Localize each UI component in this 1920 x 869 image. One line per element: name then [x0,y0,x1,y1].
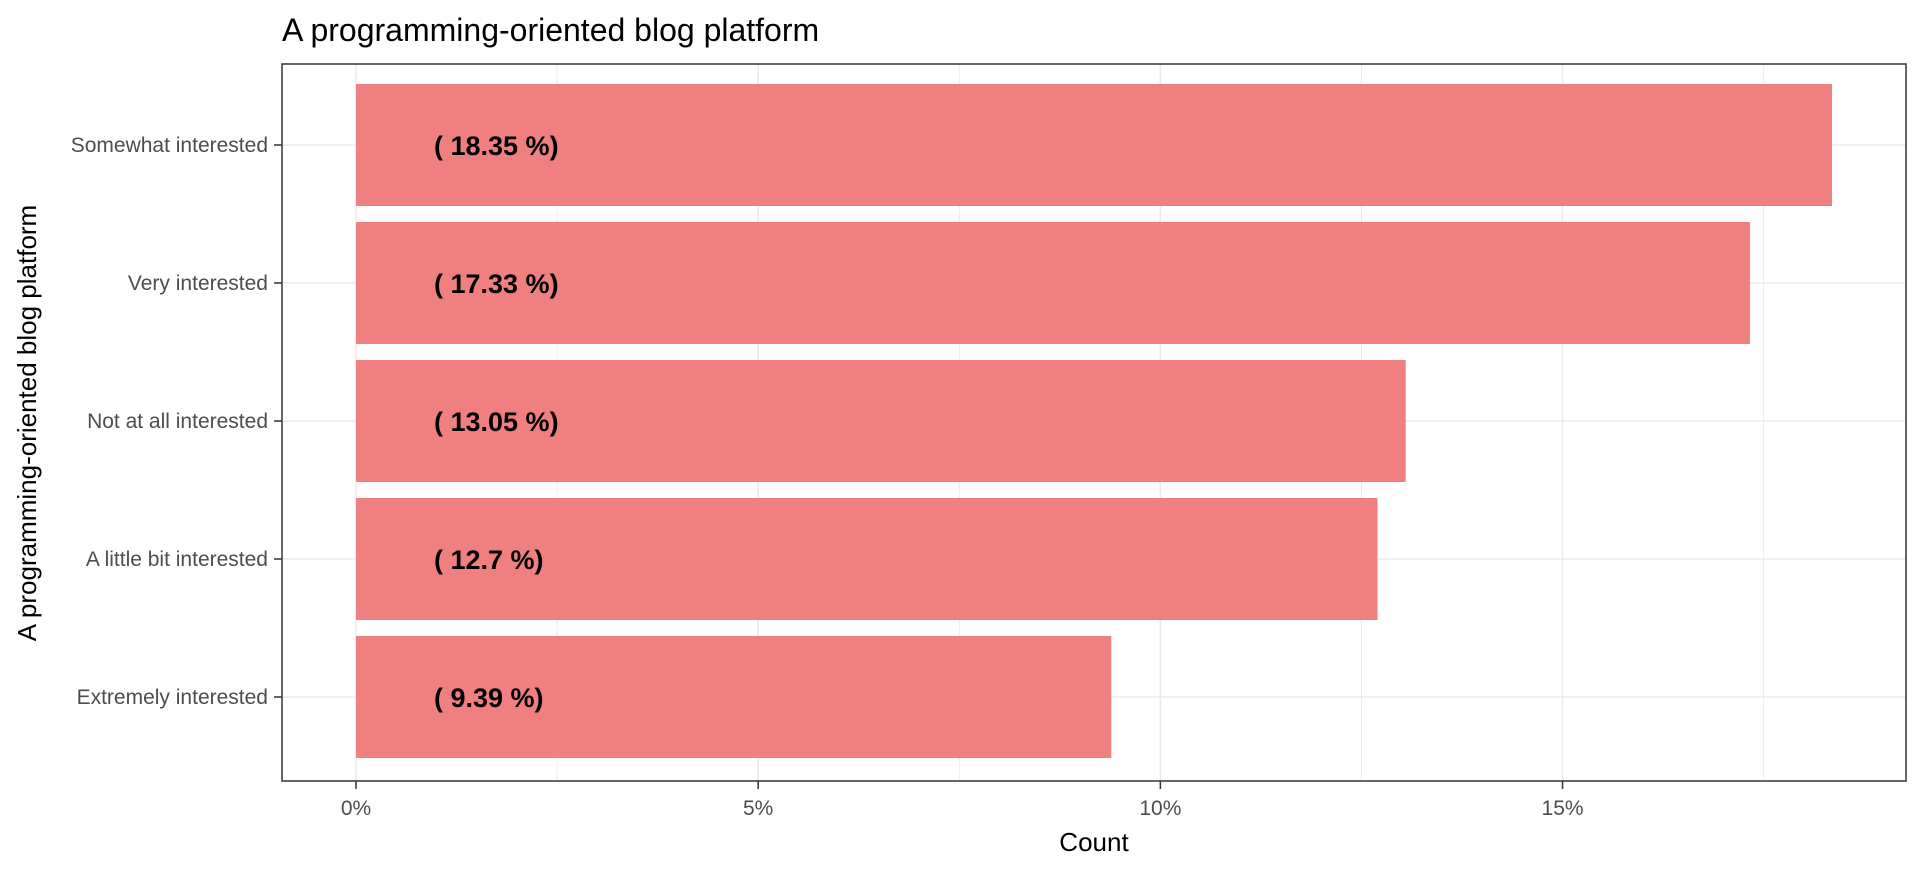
x-axis: 0% 5% 10% 15% [341,781,1584,820]
data-label: ( 17.33 %) [434,269,559,299]
y-tick-label: Somewhat interested [71,134,268,157]
bar [356,360,1406,482]
bars [356,84,1832,758]
x-tick-label: 5% [743,797,773,820]
data-label: ( 18.35 %) [434,131,559,161]
y-tick-label: Extremely interested [77,686,268,709]
y-axis-title: A programming-oriented blog platform [12,205,42,641]
bar [356,84,1832,206]
x-axis-title: Count [1059,827,1129,857]
x-tick-label: 15% [1542,797,1584,820]
bar [356,498,1378,620]
data-labels: ( 18.35 %) ( 17.33 %) ( 13.05 %) ( 12.7 %) (… [434,131,559,713]
data-label: ( 12.7 %) [434,545,544,575]
chart-title: A programming-oriented blog platform [282,12,819,48]
panel-border [281,63,1907,782]
x-tick-label: 10% [1139,797,1181,820]
data-label: ( 9.39 %) [434,683,544,713]
y-tick-label: A little bit interested [86,548,268,571]
y-tick-label: Very interested [128,272,268,295]
x-tick-label: 0% [341,797,371,820]
bar [356,222,1750,344]
bar [356,636,1112,758]
y-axis: Somewhat interested Very interested Not at… [71,134,282,709]
y-tick-label: Not at all interested [87,410,268,433]
data-label: ( 13.05 %) [434,407,559,437]
